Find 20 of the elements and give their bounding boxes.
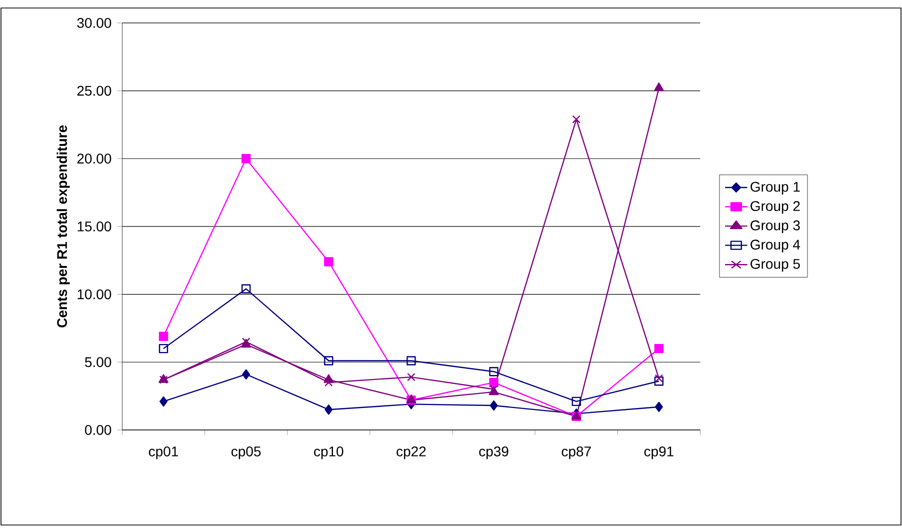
y-tick-label: 5.00 [85,357,112,368]
x-tick-label: cp91 [644,446,674,460]
x-tick-label: cp05 [231,446,261,460]
x-tick-label: cp39 [479,446,508,460]
x-tick-label: cp22 [396,446,426,460]
y-axis-title: Cents per R1 total expenditure [56,125,70,328]
legend-label: Group 4 [750,240,800,252]
y-tick-label: 0.00 [84,424,112,435]
legend-label: Group 1 [750,182,800,195]
legend-label: Group 2 [750,201,800,214]
legend-label: Group 5 [750,258,800,272]
y-tick-label: 10.00 [78,289,112,300]
y-tick-label: 25.00 [77,86,112,96]
x-tick-label: cp87 [562,446,591,460]
y-tick-label: 15.00 [78,221,112,232]
y-tick-label: 30.00 [77,18,112,28]
x-tick-label: cp01 [148,446,178,460]
y-tick-label: 20.00 [77,154,112,164]
legend-label: Group 3 [750,220,800,234]
x-tick-label: cp10 [314,446,344,460]
